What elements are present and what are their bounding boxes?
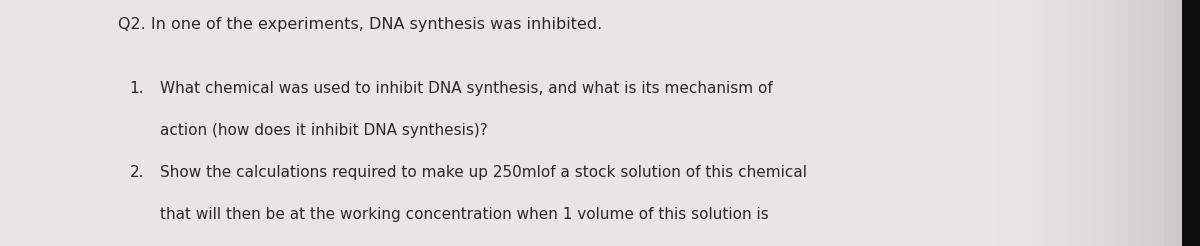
Bar [1056, 0, 1068, 246]
Bar [1116, 0, 1128, 246]
Bar [984, 0, 996, 246]
Bar [1032, 0, 1044, 246]
Bar [1140, 0, 1152, 246]
Bar [1008, 0, 1020, 246]
Bar [1044, 0, 1056, 246]
Text: 2.: 2. [130, 165, 144, 180]
Bar [972, 0, 984, 246]
Bar [1104, 0, 1116, 246]
Bar [1152, 0, 1164, 246]
Bar [1128, 0, 1140, 246]
Text: Show the calculations required to make up 250mlof a stock solution of this chemi: Show the calculations required to make u… [160, 165, 806, 180]
Text: Q2. In one of the experiments, DNA synthesis was inhibited.: Q2. In one of the experiments, DNA synth… [118, 17, 602, 32]
Text: action (how does it inhibit DNA synthesis)?: action (how does it inhibit DNA synthesi… [160, 123, 487, 138]
Text: that will then be at the working concentration when 1 volume of this solution is: that will then be at the working concent… [160, 207, 768, 222]
Bar [1092, 0, 1104, 246]
Text: What chemical was used to inhibit DNA synthesis, and what is its mechanism of: What chemical was used to inhibit DNA sy… [160, 81, 773, 96]
Bar [1182, 0, 1200, 246]
Bar [996, 0, 1008, 246]
Text: 1.: 1. [130, 81, 144, 96]
Bar [1068, 0, 1080, 246]
Bar [1188, 0, 1200, 246]
Bar [1080, 0, 1092, 246]
Bar [1176, 0, 1188, 246]
Bar [960, 0, 972, 246]
Bar [1020, 0, 1032, 246]
Bar [1164, 0, 1176, 246]
